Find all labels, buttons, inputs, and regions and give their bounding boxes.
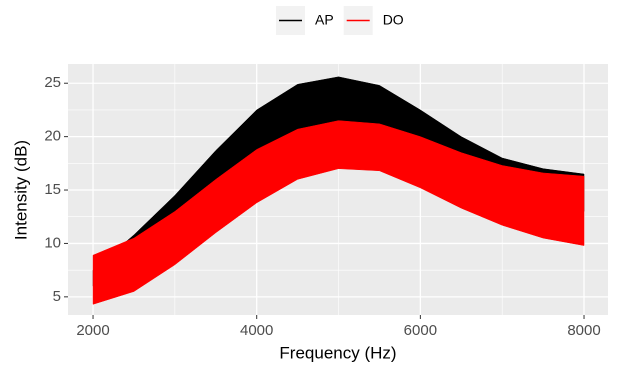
x-axis-label: Frequency (Hz) (279, 343, 396, 362)
legend-label: AP (315, 12, 334, 28)
x-tick-label: 2000 (76, 322, 109, 339)
y-tick-label: 10 (44, 234, 61, 251)
x-tick-label: 4000 (240, 322, 273, 339)
y-tick-label: 5 (53, 288, 61, 305)
ribbon (92, 120, 585, 305)
x-tick-label: 8000 (567, 322, 600, 339)
y-tick-label: 15 (44, 181, 61, 198)
y-axis-label: Intensity (dB) (11, 140, 30, 240)
y-tick-label: 20 (44, 128, 61, 145)
y-tick-label: 25 (44, 74, 61, 91)
x-tick-label: 6000 (404, 322, 437, 339)
legend-label: DO (383, 12, 404, 28)
